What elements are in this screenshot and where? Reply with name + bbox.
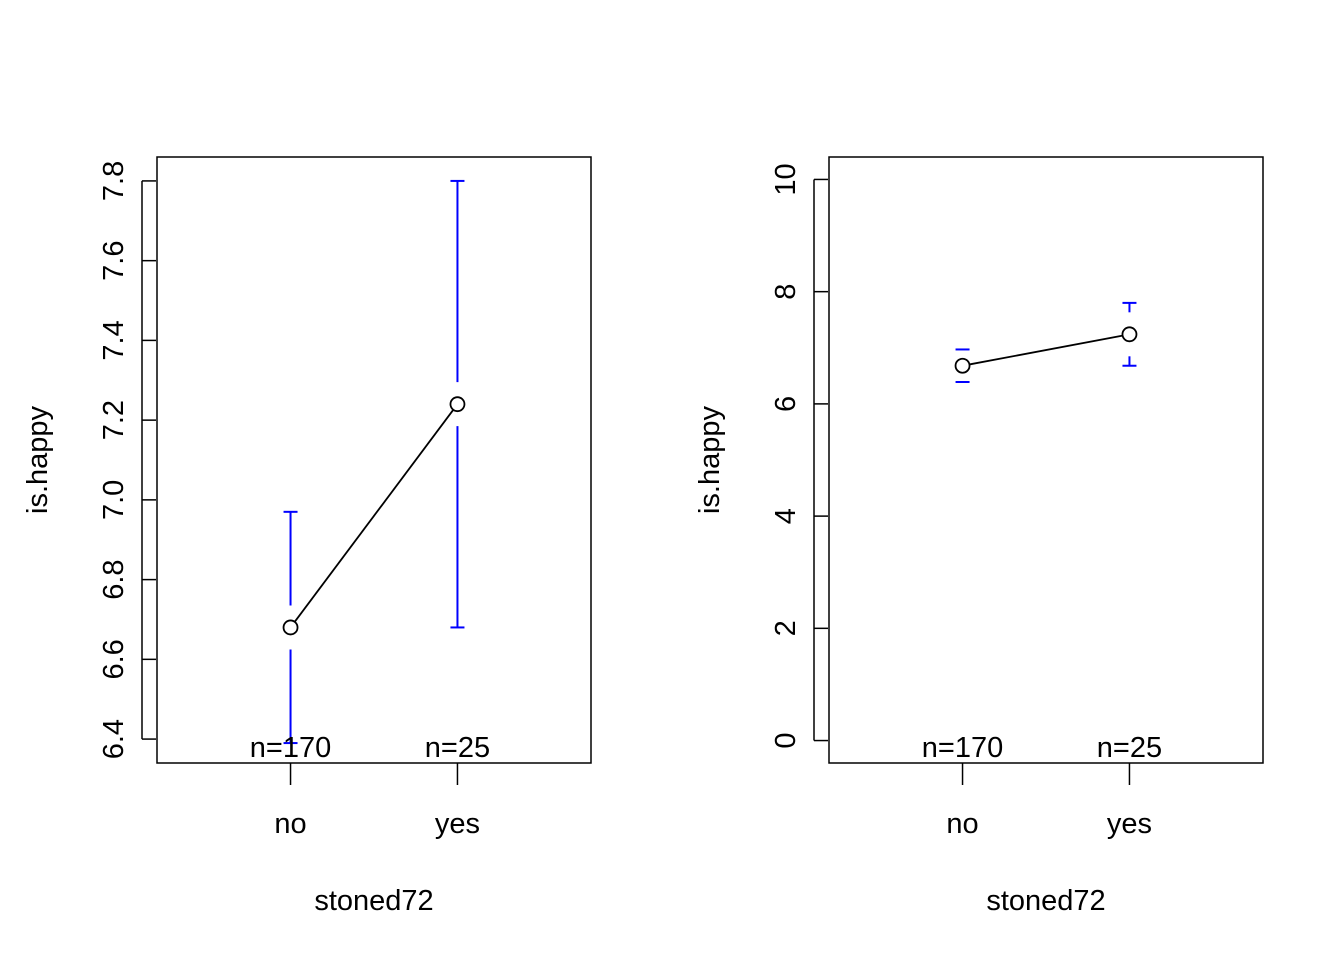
y-tick-label: 0 <box>770 732 802 748</box>
y-tick-label: 7.2 <box>98 400 130 440</box>
y-tick-label: 7.0 <box>98 480 130 520</box>
y-axis-label: is.happy <box>22 405 54 514</box>
data-point <box>954 357 971 374</box>
y-tick-label: 4 <box>770 508 802 524</box>
y-tick-label: 6.6 <box>98 639 130 679</box>
data-point <box>1121 326 1138 343</box>
y-axis-label: is.happy <box>694 405 726 514</box>
plot-frame <box>828 156 1264 764</box>
y-tick-label: 8 <box>770 284 802 300</box>
data-point <box>449 396 466 413</box>
left-panel: 6.4 6.6 6.8 7.0 7.2 7.4 7.6 7.8 no yes stoned72 is.… <box>22 156 592 917</box>
y-tick-label: 6.8 <box>98 559 130 599</box>
y-tick-label: 7.6 <box>98 240 130 280</box>
y-tick-label: 10 <box>770 163 802 195</box>
sample-size-label: n=25 <box>1097 732 1162 764</box>
y-tick-label: 7.8 <box>98 161 130 201</box>
y-tick-label: 7.4 <box>98 320 130 360</box>
y-tick-label: 2 <box>770 620 802 636</box>
y-tick-label: 6 <box>770 396 802 412</box>
sample-size-label: n=25 <box>425 732 490 764</box>
series-line-segment <box>294 409 454 623</box>
y-tick-label: 6.4 <box>98 719 130 759</box>
right-panel: 0 2 4 6 8 10 no yes stoned72 is.happy n=170 n=25 <box>694 156 1264 917</box>
x-tick-label: no <box>946 808 978 840</box>
x-tick-label: yes <box>435 808 480 840</box>
sample-size-label: n=170 <box>922 732 1003 764</box>
series-line-segment <box>969 334 1123 366</box>
x-tick-label: no <box>274 808 306 840</box>
plot-frame <box>156 156 592 764</box>
x-axis-label: stoned72 <box>986 885 1105 917</box>
x-axis-label: stoned72 <box>314 885 433 917</box>
data-point <box>282 619 299 636</box>
sample-size-label: n=170 <box>250 732 331 764</box>
x-tick-label: yes <box>1107 808 1152 840</box>
